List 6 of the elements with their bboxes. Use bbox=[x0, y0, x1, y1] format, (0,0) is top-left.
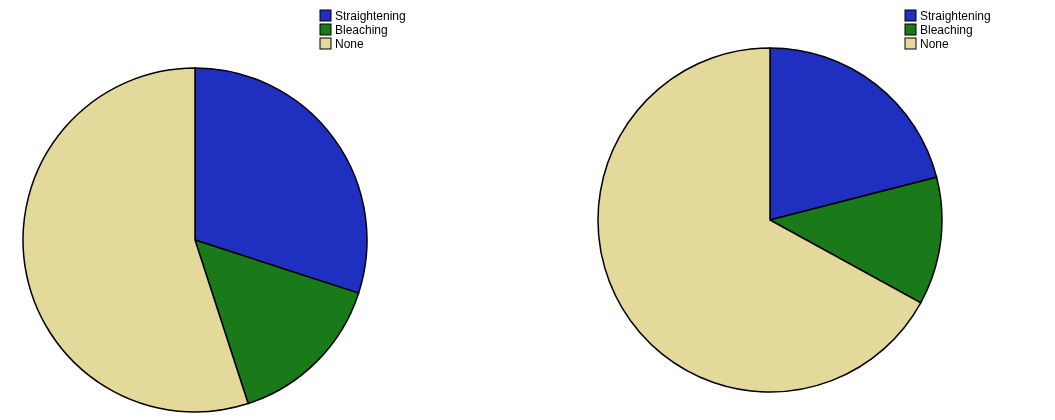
legend-label: None bbox=[335, 37, 365, 51]
legend-label: None bbox=[920, 37, 950, 51]
legend-label: Bleaching bbox=[920, 23, 973, 37]
legend-label: Bleaching bbox=[335, 23, 388, 37]
legend-label: Straightening bbox=[920, 9, 991, 23]
legend-label: Straightening bbox=[335, 9, 406, 23]
